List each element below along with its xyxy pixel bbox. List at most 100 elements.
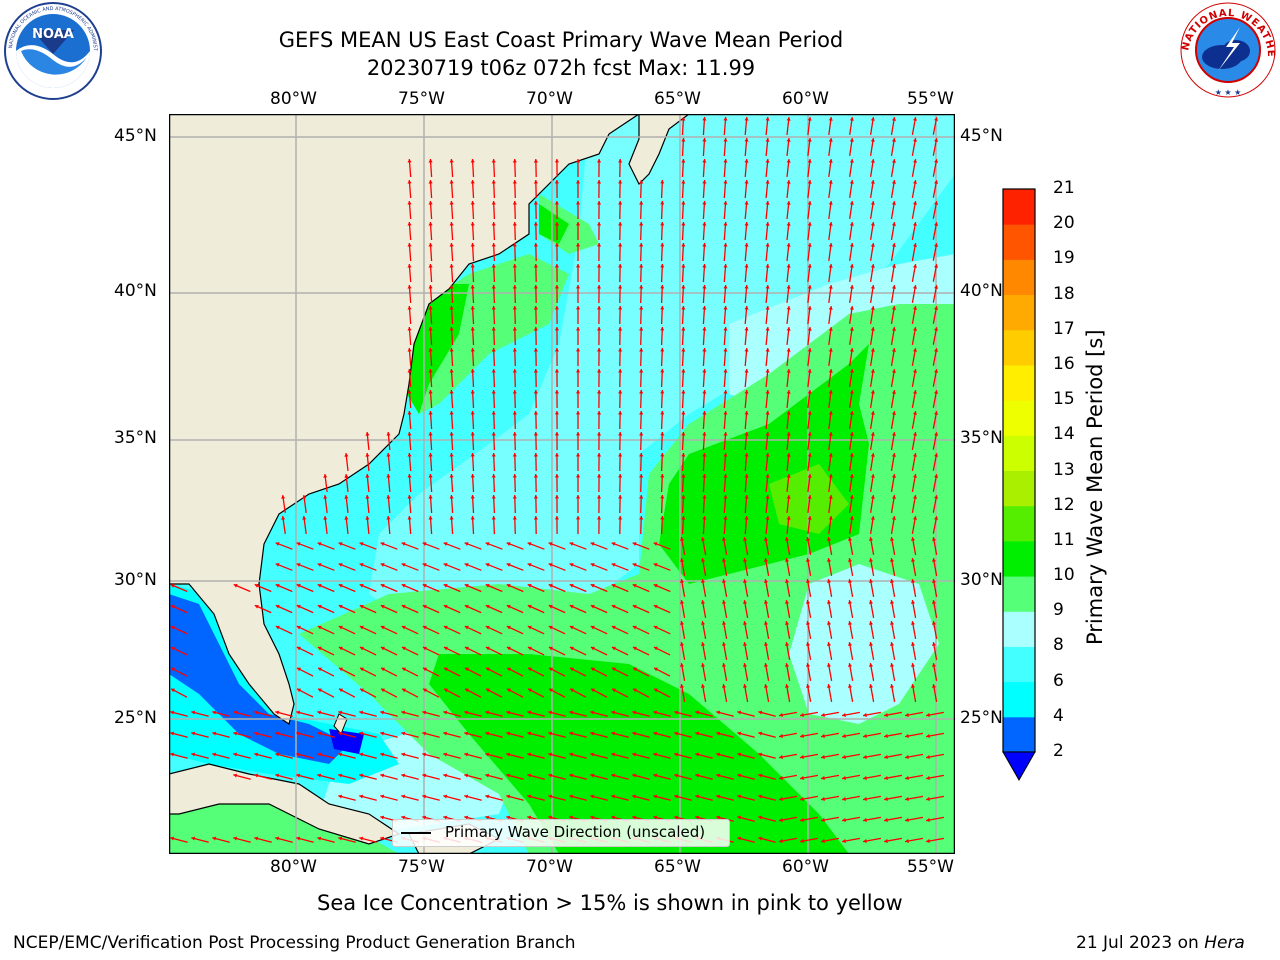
wave-arrow-head [464, 542, 469, 546]
wave-arrow-head [576, 516, 581, 520]
wave-arrow-head [680, 684, 685, 688]
wave-arrow-head [359, 646, 364, 651]
wave-arrow-head [827, 558, 832, 562]
wave-arrow-head [891, 327, 896, 331]
wave-arrow-head [632, 710, 637, 715]
wave-arrow-head [618, 222, 623, 226]
wave-arrow-head [449, 285, 454, 289]
lat-label-right: 25°N [960, 708, 1003, 728]
wave-arrow-head [653, 731, 658, 736]
wave-arrow-head [786, 117, 791, 121]
wave-arrow-head [359, 604, 364, 609]
wave-arrow-head [849, 369, 854, 373]
wave-arrow-head [527, 625, 532, 630]
wave-arrow-head [702, 138, 707, 142]
wave-arrow-head [737, 815, 742, 820]
wave-arrow-head [681, 285, 686, 289]
wave-arrow-head [934, 117, 939, 121]
wave-arrow-head [170, 604, 175, 609]
lon-label-bottom: 60°W [782, 857, 829, 877]
wave-arrow-head [653, 563, 658, 567]
wave-arrow-head [758, 815, 763, 820]
wave-arrow-head [470, 495, 475, 499]
colorbar-tick-label: 8 [1053, 635, 1064, 656]
wave-arrow-head [807, 264, 812, 268]
wave-arrow-head [654, 667, 658, 672]
wave-arrow-head [470, 306, 475, 310]
wave-arrow-head [485, 625, 490, 630]
wave-arrow-head [359, 731, 364, 736]
wave-arrow-head [786, 201, 791, 205]
wave-arrow-head [758, 752, 763, 757]
nws-logo: NATIONAL WEATHER SERVICE ★ ★ ★ [1178, 1, 1276, 98]
wave-arrow-head [723, 495, 728, 499]
wave-arrow-head [597, 159, 602, 163]
wave-arrow-head [765, 138, 770, 142]
wave-arrow-head [911, 579, 916, 583]
wave-arrow-head [485, 815, 490, 820]
wave-arrow-head [632, 773, 637, 778]
wave-arrow-head [569, 815, 574, 820]
wave-arrow-head [744, 453, 749, 457]
wave-arrow-head [926, 733, 930, 738]
wave-arrow-head [890, 558, 895, 562]
wave-arrow-head [170, 583, 175, 588]
colorbar-label: Primary Wave Mean Period [s] [1083, 329, 1107, 645]
colorbar-segment [1003, 576, 1035, 612]
wave-arrow-head [744, 159, 749, 163]
wave-arrow-head [344, 474, 349, 478]
wave-arrow-head [934, 306, 939, 310]
wave-arrow-head [660, 348, 665, 352]
wave-arrow-head [491, 243, 496, 247]
wave-arrow-head [744, 348, 749, 352]
wave-arrow-head [464, 646, 469, 651]
wave-arrow-head [722, 684, 727, 688]
wave-arrow-head [828, 117, 833, 121]
wave-arrow-head [491, 474, 496, 478]
wave-arrow-head [191, 731, 196, 736]
wave-arrow-head [338, 773, 343, 778]
wave-arrow-head [233, 710, 238, 715]
wave-arrow-head [569, 646, 574, 651]
wave-arrow-head [407, 159, 412, 163]
wave-arrow-head [464, 625, 469, 630]
wave-arrow-head [849, 264, 854, 268]
wave-arrow-head [590, 752, 595, 757]
wave-arrow-head [491, 180, 496, 184]
wave-arrow-head [653, 583, 658, 588]
wave-arrow-head [660, 201, 665, 205]
wave-arrow-head [779, 838, 783, 843]
wave-arrow-head [554, 453, 559, 457]
wave-arrow-head [554, 306, 559, 310]
wave-arrow-head [743, 684, 748, 688]
wave-arrow-head [428, 306, 433, 310]
wave-arrow-head [828, 474, 833, 478]
wave-arrow-head [765, 117, 770, 121]
wave-arrow-head [744, 474, 749, 478]
wave-arrow-head [171, 688, 175, 693]
wave-arrow-head [554, 474, 559, 478]
wave-arrow-head [821, 817, 825, 822]
colorbar-tick-label: 10 [1053, 565, 1075, 586]
wave-arrow-head [807, 411, 812, 415]
wave-arrow-head [590, 773, 595, 778]
wave-arrow-head [191, 710, 196, 715]
wave-arrow-head [849, 243, 854, 247]
wave-arrow-head [913, 285, 917, 289]
wave-arrow-head [533, 432, 538, 436]
wave-arrow-head [849, 390, 854, 394]
wave-arrow-head [870, 327, 875, 331]
wave-arrow-head [870, 117, 875, 121]
wave-arrow-head [934, 222, 939, 226]
wave-arrow-head [765, 180, 770, 184]
wave-arrow-head [548, 604, 553, 609]
colorbar-segment [1003, 259, 1035, 296]
wave-arrow-head [849, 222, 854, 226]
wave-arrow-head [533, 306, 538, 310]
wave-arrow-head [828, 222, 833, 226]
wave-arrow-head [318, 688, 322, 693]
wave-arrow-head [884, 817, 888, 822]
wave-arrow-head [491, 390, 496, 394]
wave-arrow-head [597, 243, 602, 247]
wave-arrow-head [848, 579, 853, 583]
